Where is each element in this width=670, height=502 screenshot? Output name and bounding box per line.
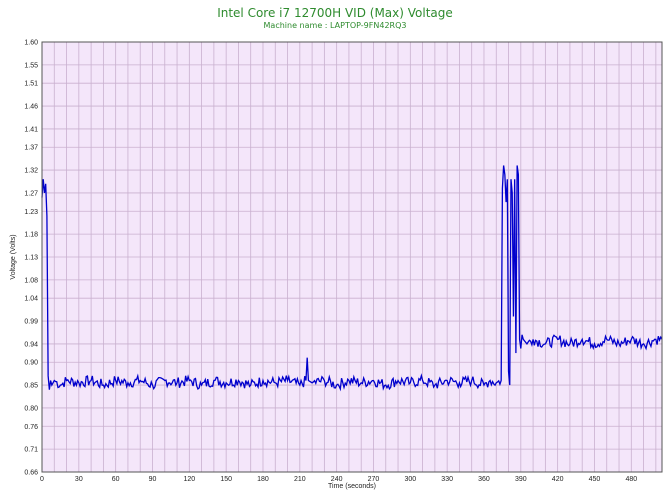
x-tick-label: 180 [257,476,269,483]
y-tick-label: 1.46 [24,104,38,111]
series-line [41,165,663,392]
y-tick-label: 0.90 [24,360,38,367]
y-tick-label: 1.41 [24,126,38,133]
y-tick-label: 0.99 [24,319,38,326]
x-tick-label: 420 [552,476,564,483]
x-tick-label: 330 [441,476,453,483]
y-tick-label: 0.71 [24,447,38,454]
x-tick-label: 210 [294,476,306,483]
plot-frame [41,41,663,473]
x-axis-title: Time (seconds) [328,483,376,490]
tick-labels: 0.66 0.71 0.76 0.80 0.85 0.90 0.94 0.99 1.04 1.08… [24,40,637,484]
y-tick-label: 1.04 [24,296,38,303]
x-tick-label: 480 [625,476,637,483]
y-tick-label: 1.32 [24,168,38,175]
y-tick-label: 0.94 [24,341,38,348]
y-tick-label: 0.80 [24,405,38,412]
y-tick-label: 0.76 [24,424,38,431]
y-tick-label: 0.85 [24,383,38,390]
x-tick-label: 0 [40,476,44,483]
y-tick-label: 1.18 [24,232,38,239]
chart-title: Intel Core i7 12700H VID (Max) Voltage [217,6,453,20]
y-tick-label: 1.55 [24,62,38,69]
y-tick-label: 1.08 [24,277,38,284]
x-tick-label: 60 [112,476,120,483]
y-tick-label: 0.66 [24,470,38,477]
x-tick-label: 360 [478,476,490,483]
y-tick-label: 1.23 [24,209,38,216]
y-tick-label: 1.13 [24,255,38,262]
x-tick-label: 150 [220,476,232,483]
x-tick-label: 120 [183,476,195,483]
x-tick-label: 300 [404,476,416,483]
y-tick-label: 1.37 [24,145,38,152]
x-tick-label: 450 [589,476,601,483]
x-tick-label: 390 [515,476,527,483]
x-tick-label: 240 [331,476,343,483]
gridlines [42,42,662,472]
y-tick-label: 1.51 [24,81,38,88]
y-axis-title: Voltage (Volts) [10,234,17,279]
x-tick-label: 30 [75,476,83,483]
y-tick-label: 1.27 [24,190,38,197]
x-tick-label: 270 [368,476,380,483]
chart-subtitle: Machine name : LAPTOP-9FN42RQ3 [263,21,407,30]
x-tick-label: 90 [149,476,157,483]
y-tick-label: 1.60 [24,40,38,47]
